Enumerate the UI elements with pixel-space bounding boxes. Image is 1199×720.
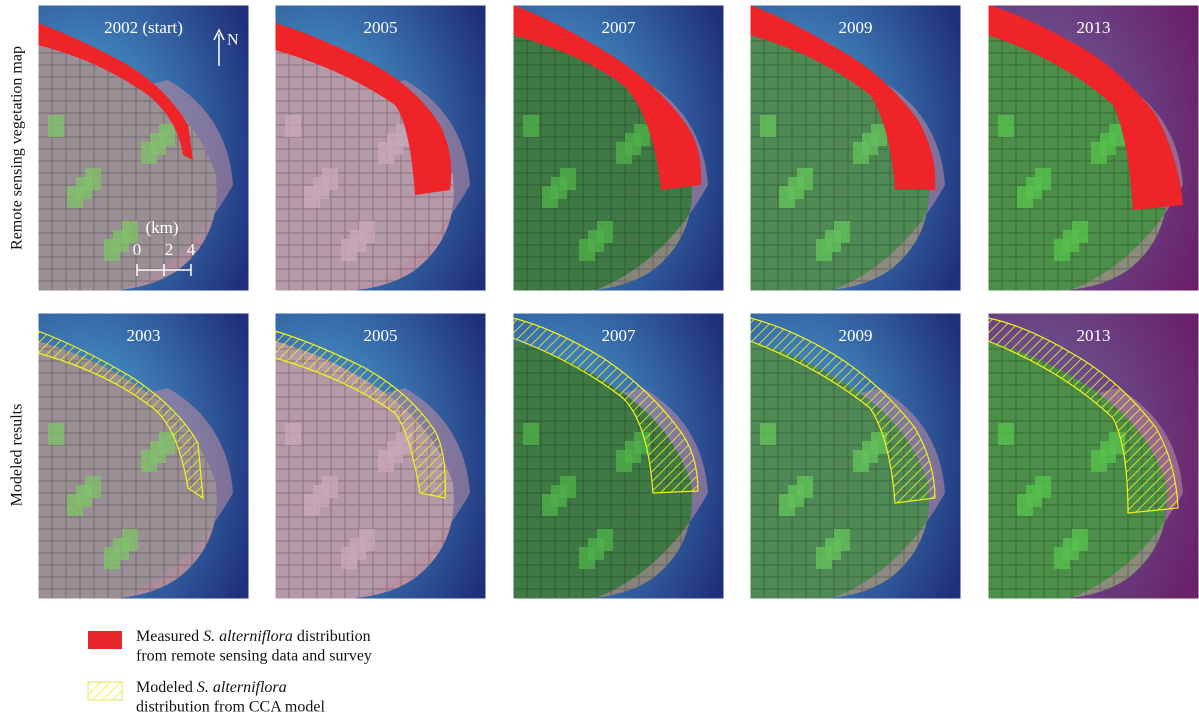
field — [1091, 450, 1107, 472]
panel-year: 2013 — [1077, 18, 1111, 37]
field — [523, 423, 539, 445]
field — [760, 115, 776, 137]
scale-tick-label: 0 — [133, 240, 142, 259]
scale-tick-label: 4 — [187, 240, 196, 259]
legend-text-part: S. alterniflora — [197, 679, 287, 696]
panel-year: 2013 — [1077, 326, 1111, 345]
field — [67, 186, 83, 208]
row-label: Remote sensing vegetation map — [9, 46, 26, 250]
field — [1054, 239, 1070, 261]
legend-text-part: S. alterniflora — [203, 628, 293, 645]
field — [1017, 186, 1033, 208]
map-panel: 2009 — [750, 313, 961, 599]
panel-year: 2005 — [364, 18, 398, 37]
map-panel: 2005 — [275, 313, 486, 599]
field — [141, 142, 157, 164]
panel-year: 2002 (start) — [104, 18, 183, 37]
field — [616, 450, 632, 472]
map-panel: 2003 — [38, 313, 249, 599]
panel-year: 2009 — [839, 326, 873, 345]
figure: 2002 (start) 2005 2007 2009 2013 2003 2005 2007… — [0, 0, 1199, 720]
map-panel: 2009 — [750, 5, 961, 291]
panel-year: 2009 — [839, 18, 873, 37]
panel-year: 2007 — [602, 326, 637, 345]
scale-unit: (km) — [145, 218, 178, 237]
scale-tick-label: 2 — [165, 240, 174, 259]
panel-year: 2003 — [127, 326, 161, 345]
legend-label: Modeled S. alterniflora — [136, 679, 287, 696]
field — [378, 142, 394, 164]
field — [579, 239, 595, 261]
field — [779, 494, 795, 516]
field — [816, 547, 832, 569]
legend-swatch-measured — [88, 631, 122, 649]
legend-label-line2: from remote sensing data and survey — [136, 648, 372, 665]
north-label: N — [227, 32, 239, 49]
legend-label-line2: distribution from CCA model — [136, 699, 325, 716]
field — [998, 115, 1014, 137]
map-panel: 2013 — [988, 5, 1199, 291]
field — [853, 450, 869, 472]
field — [104, 547, 120, 569]
field — [304, 494, 320, 516]
field — [48, 423, 64, 445]
field — [378, 450, 394, 472]
row-label: Modeled results — [9, 404, 26, 507]
field — [1017, 494, 1033, 516]
field — [542, 186, 558, 208]
field — [523, 115, 539, 137]
field — [542, 494, 558, 516]
panel-year: 2005 — [364, 326, 398, 345]
field — [285, 423, 301, 445]
field — [1091, 142, 1107, 164]
panel-year: 2007 — [602, 18, 637, 37]
field — [779, 186, 795, 208]
field — [816, 239, 832, 261]
legend-swatch-modeled — [88, 682, 122, 700]
field — [579, 547, 595, 569]
field — [616, 142, 632, 164]
field — [760, 423, 776, 445]
map-panel: 2005 — [275, 5, 486, 291]
legend-label: Measured S. alterniflora distribution — [136, 628, 371, 645]
field — [341, 547, 357, 569]
field — [285, 115, 301, 137]
map-panel: 2013 — [988, 313, 1199, 599]
legend-text-part: distribution — [293, 628, 371, 645]
field — [67, 494, 83, 516]
field — [104, 239, 120, 261]
legend-text-part: Modeled — [136, 679, 197, 696]
field — [998, 423, 1014, 445]
map-panel: 2007 — [513, 5, 724, 291]
field — [304, 186, 320, 208]
legend-text-part: Measured — [136, 628, 203, 645]
field — [48, 115, 64, 137]
field — [341, 239, 357, 261]
field — [853, 142, 869, 164]
field — [141, 450, 157, 472]
field — [1054, 547, 1070, 569]
map-panel: 2007 — [513, 313, 724, 599]
map-panel: 2002 (start) — [38, 5, 249, 291]
